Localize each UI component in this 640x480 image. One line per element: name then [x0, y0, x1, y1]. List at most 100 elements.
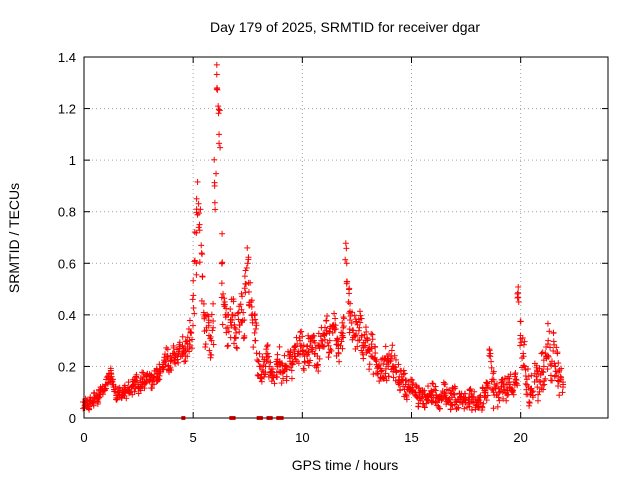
- data-point: [255, 358, 262, 365]
- data-point: [193, 195, 200, 202]
- data-point: [293, 358, 300, 365]
- data-point: [278, 380, 285, 387]
- data-point: [478, 407, 485, 414]
- data-point: [258, 378, 265, 385]
- data-point: [195, 200, 202, 207]
- data-point: [534, 384, 541, 391]
- data-point: [477, 399, 484, 406]
- data-point: [393, 369, 400, 376]
- data-point: [129, 382, 136, 389]
- data-point: [526, 402, 533, 409]
- data-point: [513, 377, 520, 384]
- data-point: [189, 296, 196, 303]
- data-point: [239, 293, 246, 300]
- data-point: [517, 318, 524, 325]
- data-point: [363, 328, 370, 335]
- grid-layer: [84, 57, 608, 418]
- data-point: [283, 366, 290, 373]
- data-point: [287, 348, 294, 355]
- data-point: [252, 337, 259, 344]
- data-point: [190, 322, 197, 329]
- data-point: [146, 377, 153, 384]
- data-point: [471, 388, 478, 395]
- data-point: [168, 356, 175, 363]
- data-point: [453, 398, 460, 405]
- data-point: [517, 342, 524, 349]
- data-point: [227, 306, 234, 313]
- data-point: [321, 324, 328, 331]
- data-point: [125, 379, 132, 386]
- data-point: [429, 380, 436, 387]
- data-point: [250, 344, 257, 351]
- data-point: [196, 259, 203, 266]
- data-point: [540, 369, 547, 376]
- data-point: [210, 300, 217, 307]
- data-point: [265, 353, 272, 360]
- data-point: [398, 368, 405, 375]
- data-point: [413, 382, 420, 389]
- data-point: [253, 320, 260, 327]
- data-point: [288, 367, 295, 374]
- data-point: [241, 273, 248, 280]
- data-point: [536, 365, 543, 372]
- data-point: [335, 350, 342, 357]
- data-point: [236, 328, 243, 335]
- data-point: [531, 360, 538, 367]
- data-point: [231, 340, 238, 347]
- data-point: [332, 322, 339, 329]
- data-point: [305, 349, 312, 356]
- data-point: [515, 298, 522, 305]
- data-point: [326, 337, 333, 344]
- data-point: [251, 329, 258, 336]
- data-point: [391, 352, 398, 359]
- data-point: [229, 317, 236, 324]
- data-point: [560, 381, 567, 388]
- data-point: [108, 373, 115, 380]
- data-point: [191, 257, 198, 264]
- data-point: [490, 389, 497, 396]
- y-tick-label: 0.6: [58, 256, 76, 271]
- data-point: [143, 373, 150, 380]
- data-point: [213, 170, 220, 177]
- data-point: [247, 279, 254, 286]
- data-point: [321, 336, 328, 343]
- data-point: [216, 140, 223, 147]
- data-point: [487, 353, 494, 360]
- data-point: [323, 330, 330, 337]
- data-point: [123, 395, 130, 402]
- data-point: [430, 380, 437, 387]
- data-point: [496, 397, 503, 404]
- data-point: [488, 386, 495, 393]
- data-point: [340, 323, 347, 330]
- data-point: [362, 342, 369, 349]
- data-point: [550, 330, 557, 337]
- data-point: [342, 256, 349, 263]
- data-point: [378, 368, 385, 375]
- data-point: [232, 326, 239, 333]
- data-point: [256, 350, 263, 357]
- data-point: [548, 362, 555, 369]
- data-point: [207, 333, 214, 340]
- data-point: [198, 242, 205, 249]
- data-point: [304, 353, 311, 360]
- data-point: [274, 351, 281, 358]
- y-tick-label: 1: [69, 153, 76, 168]
- data-point: [238, 290, 245, 297]
- data-point: [522, 380, 529, 387]
- data-point: [283, 373, 290, 380]
- data-point: [380, 375, 387, 382]
- data-point: [196, 210, 203, 217]
- data-point: [348, 320, 355, 327]
- data-point: [555, 378, 562, 385]
- data-point: [209, 327, 216, 334]
- data-point: [465, 397, 472, 404]
- data-point: [234, 345, 241, 352]
- data-point: [225, 328, 232, 335]
- data-point: [269, 366, 276, 373]
- data-point: [347, 313, 354, 320]
- y-tick-label: 0.8: [58, 205, 76, 220]
- data-point: [302, 349, 309, 356]
- data-point: [358, 334, 365, 341]
- data-point: [371, 343, 378, 350]
